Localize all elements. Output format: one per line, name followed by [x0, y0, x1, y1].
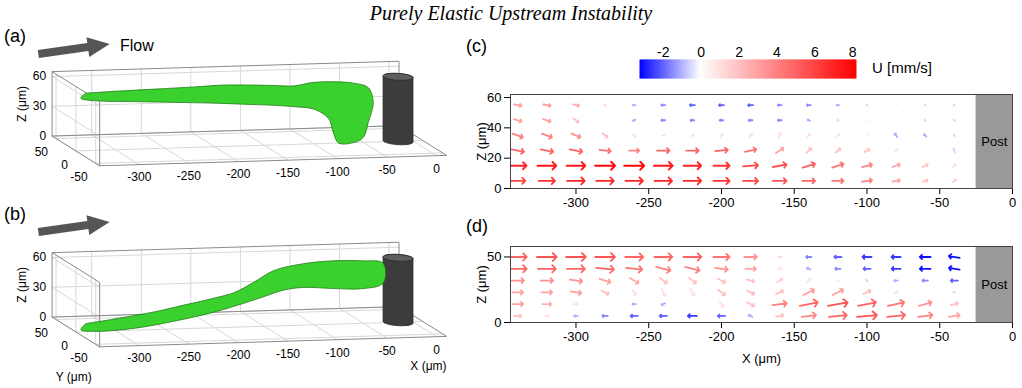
svg-text:30: 30 — [33, 99, 47, 113]
svg-text:-50: -50 — [930, 195, 949, 210]
svg-text:Post: Post — [981, 277, 1007, 292]
svg-text:0: 0 — [494, 181, 501, 196]
svg-text:0: 0 — [61, 158, 68, 172]
svg-text:-200: -200 — [226, 167, 250, 181]
svg-text:2: 2 — [735, 44, 743, 60]
svg-text:60: 60 — [33, 250, 47, 264]
svg-text:50: 50 — [35, 326, 49, 340]
svg-text:-200: -200 — [226, 348, 250, 362]
svg-text:X (μm): X (μm) — [742, 351, 781, 366]
html-text:(c): (c) — [466, 36, 487, 56]
html-text:Purely Elastic Upstream Instab: Purely Elastic Upstream Instability — [369, 2, 653, 24]
svg-text:Z (μm): Z (μm) — [15, 267, 29, 303]
svg-text:-300: -300 — [563, 195, 589, 210]
svg-text:-250: -250 — [636, 329, 662, 344]
svg-text:0: 0 — [433, 343, 440, 357]
svg-text:-250: -250 — [636, 195, 662, 210]
svg-text:-150: -150 — [781, 195, 807, 210]
svg-text:8: 8 — [849, 44, 857, 60]
svg-text:0: 0 — [1009, 329, 1016, 344]
html-text:(b): (b) — [4, 204, 26, 224]
svg-text:-2: -2 — [657, 44, 670, 60]
svg-text:Z (μm): Z (μm) — [474, 265, 489, 304]
svg-text:0: 0 — [494, 315, 501, 330]
svg-text:Z (μm): Z (μm) — [15, 86, 29, 122]
svg-text:Y (μm): Y (μm) — [56, 370, 92, 384]
svg-text:50: 50 — [35, 145, 49, 159]
svg-text:-50: -50 — [378, 344, 396, 358]
svg-text:0: 0 — [433, 162, 440, 176]
svg-text:-150: -150 — [276, 347, 300, 361]
svg-text:60: 60 — [33, 69, 47, 83]
html-text:U [mm/s]: U [mm/s] — [872, 59, 932, 76]
svg-text:0: 0 — [39, 129, 46, 143]
svg-text:-50: -50 — [70, 170, 88, 184]
html-text:(d): (d) — [466, 216, 488, 236]
svg-text:X (μm): X (μm) — [410, 359, 446, 373]
html-text:(a): (a) — [4, 26, 26, 46]
svg-text:0: 0 — [1009, 195, 1016, 210]
svg-text:-150: -150 — [276, 166, 300, 180]
svg-text:-250: -250 — [177, 169, 201, 183]
svg-text:0: 0 — [61, 339, 68, 353]
svg-text:-250: -250 — [177, 350, 201, 364]
svg-text:-100: -100 — [854, 195, 880, 210]
svg-text:Z (μm): Z (μm) — [474, 122, 489, 161]
svg-text:60: 60 — [487, 90, 501, 105]
html-text:Flow: Flow — [120, 37, 154, 54]
svg-text:-50: -50 — [378, 163, 396, 177]
svg-text:-300: -300 — [563, 329, 589, 344]
svg-text:-100: -100 — [326, 165, 350, 179]
svg-text:20: 20 — [487, 150, 501, 165]
svg-text:30: 30 — [33, 280, 47, 294]
svg-text:-200: -200 — [708, 195, 734, 210]
svg-text:-300: -300 — [127, 351, 151, 365]
svg-text:Post: Post — [981, 134, 1007, 149]
svg-text:-150: -150 — [781, 329, 807, 344]
svg-text:6: 6 — [811, 44, 819, 60]
svg-text:0: 0 — [39, 310, 46, 324]
svg-text:50: 50 — [487, 249, 501, 264]
svg-text:0: 0 — [697, 44, 705, 60]
svg-text:-100: -100 — [854, 329, 880, 344]
svg-text:-50: -50 — [70, 351, 88, 365]
svg-text:-200: -200 — [708, 329, 734, 344]
svg-text:-300: -300 — [127, 170, 151, 184]
svg-text:40: 40 — [487, 120, 501, 135]
svg-text:-50: -50 — [930, 329, 949, 344]
svg-text:-100: -100 — [326, 346, 350, 360]
svg-text:4: 4 — [773, 44, 781, 60]
